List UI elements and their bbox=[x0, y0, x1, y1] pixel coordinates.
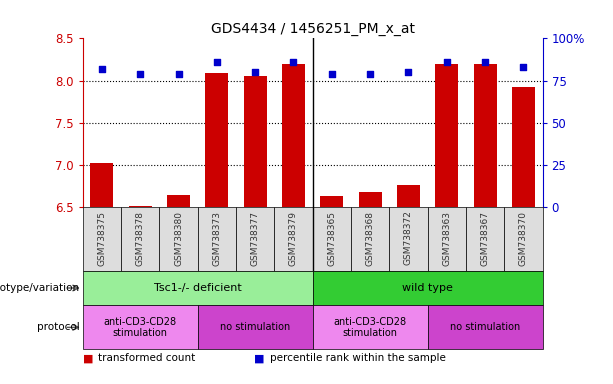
Bar bbox=[351, 207, 389, 271]
Text: wild type: wild type bbox=[402, 283, 453, 293]
Bar bbox=[159, 207, 197, 271]
Point bbox=[212, 59, 222, 65]
Bar bbox=[197, 305, 313, 349]
Text: GSM738363: GSM738363 bbox=[442, 210, 451, 265]
Bar bbox=[282, 64, 305, 207]
Bar bbox=[129, 206, 152, 207]
Bar bbox=[313, 271, 543, 305]
Bar bbox=[466, 207, 504, 271]
Text: GSM738380: GSM738380 bbox=[174, 210, 183, 265]
Text: anti-CD3-CD28
stimulation: anti-CD3-CD28 stimulation bbox=[104, 316, 177, 338]
Bar bbox=[205, 73, 229, 207]
Bar bbox=[359, 192, 381, 207]
Bar bbox=[428, 207, 466, 271]
Text: protocol: protocol bbox=[37, 322, 80, 333]
Text: ■: ■ bbox=[83, 353, 93, 363]
Text: no stimulation: no stimulation bbox=[220, 322, 291, 333]
Point bbox=[403, 69, 413, 75]
Bar bbox=[397, 185, 420, 207]
Point bbox=[173, 71, 183, 77]
Bar bbox=[91, 164, 113, 207]
Bar bbox=[435, 64, 458, 207]
Point bbox=[289, 59, 299, 65]
Bar bbox=[167, 195, 190, 207]
Text: Tsc1-/- deficient: Tsc1-/- deficient bbox=[154, 283, 242, 293]
Text: GSM738379: GSM738379 bbox=[289, 210, 298, 265]
Point bbox=[135, 71, 145, 77]
Bar bbox=[512, 88, 535, 207]
Text: ■: ■ bbox=[254, 353, 265, 363]
Bar bbox=[473, 64, 497, 207]
Point bbox=[250, 69, 260, 75]
Bar bbox=[504, 207, 543, 271]
Point bbox=[327, 71, 337, 77]
Bar bbox=[321, 196, 343, 207]
Bar bbox=[244, 76, 267, 207]
Text: genotype/variation: genotype/variation bbox=[0, 283, 80, 293]
Text: GSM738367: GSM738367 bbox=[481, 210, 490, 265]
Text: GSM738370: GSM738370 bbox=[519, 210, 528, 265]
Title: GDS4434 / 1456251_PM_x_at: GDS4434 / 1456251_PM_x_at bbox=[211, 22, 414, 36]
Text: anti-CD3-CD28
stimulation: anti-CD3-CD28 stimulation bbox=[333, 316, 406, 338]
Text: transformed count: transformed count bbox=[98, 353, 196, 363]
Bar bbox=[428, 305, 543, 349]
Text: no stimulation: no stimulation bbox=[450, 322, 520, 333]
Text: percentile rank within the sample: percentile rank within the sample bbox=[270, 353, 446, 363]
Text: GSM738375: GSM738375 bbox=[97, 210, 107, 265]
Bar bbox=[121, 207, 159, 271]
Text: GSM738368: GSM738368 bbox=[365, 210, 375, 265]
Point bbox=[442, 59, 452, 65]
Text: GSM738372: GSM738372 bbox=[404, 210, 413, 265]
Bar bbox=[83, 207, 121, 271]
Bar bbox=[83, 271, 313, 305]
Text: GSM738377: GSM738377 bbox=[251, 210, 260, 265]
Bar bbox=[236, 207, 275, 271]
Point bbox=[519, 64, 528, 70]
Text: GSM738378: GSM738378 bbox=[135, 210, 145, 265]
Bar bbox=[389, 207, 428, 271]
Bar bbox=[275, 207, 313, 271]
Bar bbox=[313, 207, 351, 271]
Bar bbox=[197, 207, 236, 271]
Bar bbox=[83, 305, 197, 349]
Text: GSM738365: GSM738365 bbox=[327, 210, 337, 265]
Point bbox=[365, 71, 375, 77]
Text: GSM738373: GSM738373 bbox=[212, 210, 221, 265]
Point bbox=[97, 66, 107, 72]
Bar bbox=[313, 305, 428, 349]
Point bbox=[480, 59, 490, 65]
